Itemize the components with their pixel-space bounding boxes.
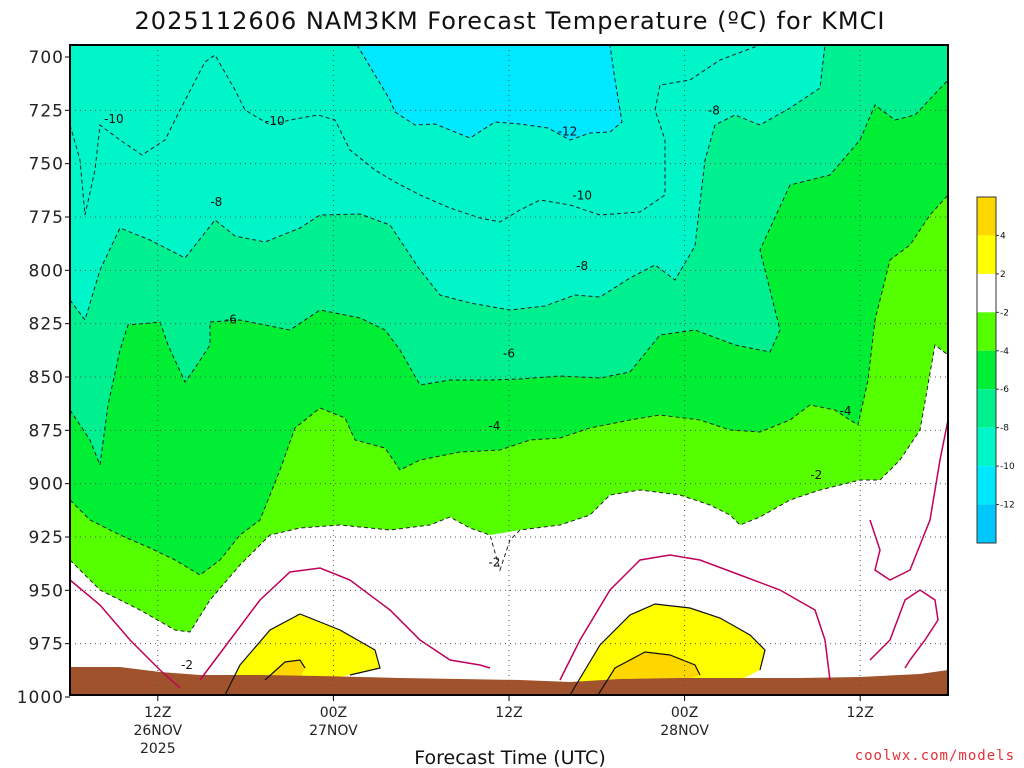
contour-label: -4 [840, 404, 852, 418]
colorbar-label: -2 [1000, 308, 1009, 318]
colorbar-label: -8 [1000, 424, 1009, 434]
colorbar-segment [977, 350, 996, 390]
colorbar-segment [977, 235, 996, 274]
x-tick-label: 26NOV [133, 723, 182, 739]
contour-label: -8 [210, 195, 222, 209]
contour-label: -8 [708, 103, 720, 117]
y-tick-label: 725 [29, 101, 64, 121]
contour-lines [70, 45, 948, 633]
colorbar-segment [977, 427, 996, 467]
contour-line-minus4 [70, 194, 948, 576]
x-tick-label: 00Z [320, 705, 347, 721]
colorbar-label: -4 [1000, 347, 1009, 357]
contour-line-minus2 [70, 344, 948, 633]
solid-contour-lines [224, 603, 766, 695]
x-axis: 12Z 26NOV 2025 00Z 27NOV 12Z 00Z 28NOV 12Z [133, 695, 874, 757]
contour-line-4-right [597, 651, 701, 695]
contour-line-minus12 [356, 45, 623, 141]
y-tick-label: 700 [29, 48, 64, 68]
colorbar-segment [977, 273, 996, 313]
contour-label: -10 [265, 114, 285, 128]
y-tick-label: 825 [29, 315, 64, 335]
x-tick-label: 2025 [140, 741, 176, 757]
freezing-lines [70, 419, 948, 689]
y-axis: 700 725 750 775 800 825 850 875 900 925 950 975 1000 [17, 48, 70, 708]
x-tick-label: 00Z [671, 705, 698, 721]
fill-2-to-4-left [225, 614, 380, 695]
x-axis-label: Forecast Time (UTC) [414, 747, 605, 768]
colorbar-label: -6 [1000, 385, 1009, 395]
gridlines [70, 45, 948, 695]
contour-label: -2 [181, 658, 193, 672]
contour-line-minus10-left [70, 45, 761, 223]
x-tick-label: 12Z [495, 705, 522, 721]
y-tick-label: 950 [29, 581, 64, 601]
colorbar-label: 4 [1000, 231, 1006, 241]
contour-label: -6 [503, 347, 515, 361]
x-tick-label: 12Z [144, 705, 171, 721]
y-tick-label: 850 [29, 368, 64, 388]
y-tick-label: 775 [29, 208, 64, 228]
contour-label: -10 [104, 112, 124, 126]
y-tick-label: 925 [29, 528, 64, 548]
colorbar-label: -10 [1000, 462, 1015, 472]
y-tick-label: 1000 [17, 688, 64, 708]
fill-minus2-to-minus4 [70, 345, 948, 695]
colorbar-segment [977, 312, 996, 351]
contour-label: -12 [558, 125, 578, 139]
contour-line-minus6 [70, 79, 948, 467]
chart-title: 2025112606 NAM3KM Forecast Temperature (… [135, 7, 886, 35]
x-tick-label: 28NOV [660, 723, 709, 739]
credit-text: coolwx.com/models [855, 748, 1015, 764]
contour-line-2-right [569, 603, 766, 695]
x-tick-label: 27NOV [309, 723, 358, 739]
contour-label: -4 [488, 419, 500, 433]
x-tick-label: 12Z [846, 705, 873, 721]
y-tick-label: 750 [29, 155, 64, 175]
y-tick-label: 875 [29, 421, 64, 441]
contour-line-2-left [224, 613, 381, 695]
colorbar-frame [976, 196, 997, 544]
colorbar-label: 2 [1000, 270, 1006, 280]
colorbar-segment [977, 389, 996, 428]
contour-label: -6 [225, 312, 237, 326]
fill-below-minus12 [357, 45, 622, 140]
contour-line-minus8 [70, 45, 826, 322]
freezing-line-left [70, 579, 181, 689]
contour-label: -8 [576, 259, 588, 273]
freezing-line-far-right [869, 589, 939, 669]
colorbar-segment [977, 197, 996, 236]
y-tick-label: 900 [29, 475, 64, 495]
contour-label: -10 [572, 189, 592, 203]
contour-line-4-left [264, 659, 306, 681]
colorbar-segment [977, 504, 996, 543]
y-tick-label: 800 [29, 261, 64, 281]
contour-labels: -10 -10 -12 -8 -8 -10 -8 -6 -6 -4 -4 -2 -2 -2 [104, 103, 851, 672]
colorbar-segment [977, 466, 996, 505]
y-tick-label: 975 [29, 635, 64, 655]
contour-label: -2 [810, 468, 822, 482]
freezing-line-right [559, 554, 831, 681]
freezing-line-edge [869, 419, 948, 581]
freezing-line-middle [199, 567, 491, 681]
colorbar: 4 2 -2 -4 -6 -8 -10 -12 [976, 196, 1015, 544]
colorbar-label: -12 [1000, 501, 1015, 511]
contour-label: -2 [488, 556, 500, 570]
